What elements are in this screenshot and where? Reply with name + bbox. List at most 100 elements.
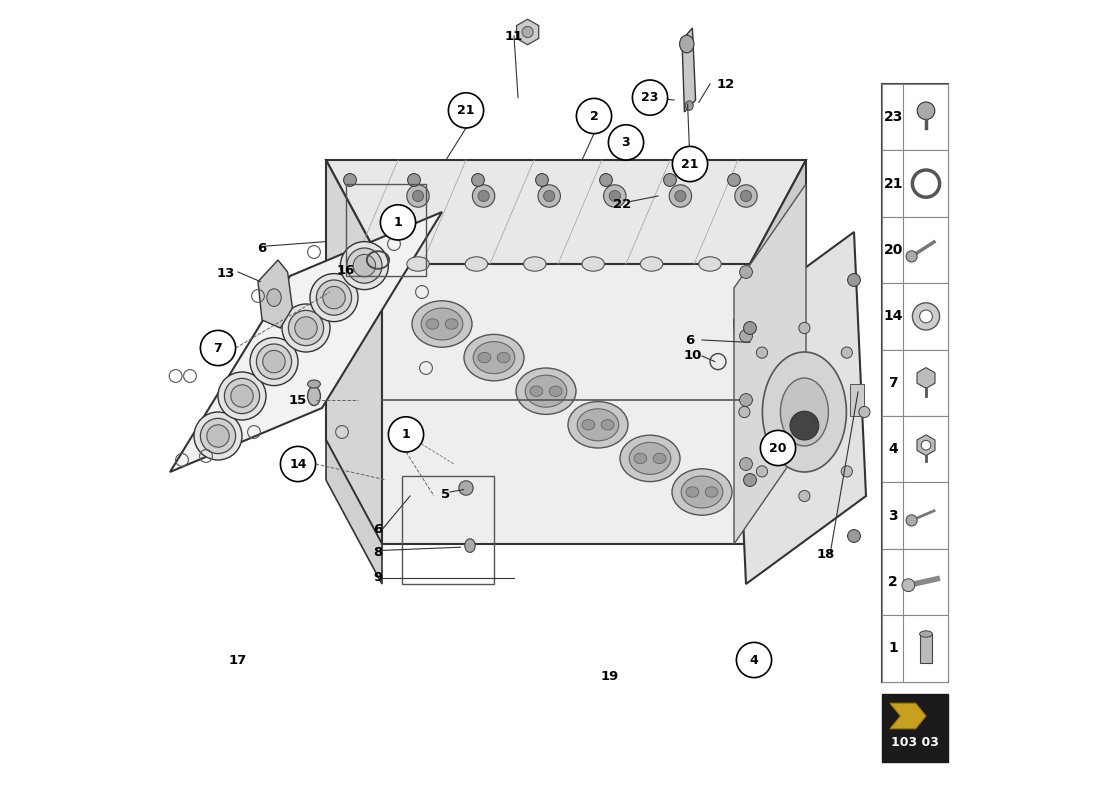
Circle shape	[757, 466, 768, 477]
Text: 22: 22	[613, 198, 631, 210]
Circle shape	[739, 458, 752, 470]
Circle shape	[790, 411, 818, 440]
Text: 17: 17	[229, 654, 248, 666]
Polygon shape	[170, 212, 442, 472]
Circle shape	[632, 80, 668, 115]
Circle shape	[609, 190, 620, 202]
Circle shape	[739, 394, 752, 406]
Circle shape	[744, 322, 757, 334]
Circle shape	[412, 190, 424, 202]
Circle shape	[906, 515, 917, 526]
Circle shape	[906, 250, 917, 262]
Bar	[882, 150, 947, 217]
Text: 1: 1	[394, 216, 403, 229]
Ellipse shape	[780, 378, 828, 446]
Ellipse shape	[530, 386, 542, 396]
Ellipse shape	[407, 257, 429, 271]
Text: 3: 3	[621, 136, 630, 149]
Circle shape	[478, 190, 490, 202]
Circle shape	[848, 274, 860, 286]
Text: 1: 1	[889, 642, 898, 655]
Circle shape	[408, 174, 420, 186]
Circle shape	[757, 347, 768, 358]
Ellipse shape	[267, 289, 282, 306]
Ellipse shape	[681, 476, 723, 508]
Circle shape	[736, 642, 771, 678]
Circle shape	[522, 26, 534, 38]
Ellipse shape	[446, 318, 458, 330]
Ellipse shape	[685, 101, 693, 110]
Text: 20: 20	[883, 243, 903, 257]
Circle shape	[282, 304, 330, 352]
Circle shape	[263, 350, 285, 373]
Circle shape	[608, 125, 644, 160]
Polygon shape	[734, 232, 866, 584]
Circle shape	[576, 98, 612, 134]
Bar	[882, 416, 947, 482]
Circle shape	[250, 338, 298, 386]
Ellipse shape	[421, 308, 463, 340]
Text: 19: 19	[601, 670, 619, 682]
Ellipse shape	[473, 342, 515, 374]
Circle shape	[295, 317, 317, 339]
Text: 23: 23	[641, 91, 659, 104]
Circle shape	[799, 490, 810, 502]
Circle shape	[842, 466, 852, 477]
Circle shape	[917, 102, 935, 119]
Text: 2: 2	[889, 575, 898, 589]
Ellipse shape	[516, 368, 576, 414]
Circle shape	[760, 430, 795, 466]
Ellipse shape	[578, 409, 619, 441]
Bar	[850, 384, 865, 416]
Circle shape	[604, 185, 626, 207]
Ellipse shape	[672, 469, 732, 515]
Circle shape	[353, 254, 375, 277]
Circle shape	[735, 185, 757, 207]
Polygon shape	[258, 260, 293, 328]
Ellipse shape	[568, 402, 628, 448]
Text: 23: 23	[883, 110, 903, 124]
Text: 7: 7	[889, 376, 898, 390]
Ellipse shape	[762, 352, 846, 472]
Ellipse shape	[620, 435, 680, 482]
Circle shape	[459, 481, 473, 495]
Text: 103 03: 103 03	[891, 736, 938, 749]
Ellipse shape	[920, 630, 933, 637]
Circle shape	[207, 425, 229, 447]
Ellipse shape	[465, 539, 475, 552]
Circle shape	[310, 274, 358, 322]
Text: 2: 2	[590, 110, 598, 122]
Bar	[882, 350, 947, 416]
Circle shape	[472, 185, 495, 207]
Ellipse shape	[680, 35, 694, 53]
Text: 9: 9	[373, 571, 383, 584]
Text: 12: 12	[717, 78, 735, 90]
Text: 15: 15	[289, 394, 307, 406]
Ellipse shape	[426, 318, 439, 330]
Circle shape	[388, 417, 424, 452]
Polygon shape	[326, 440, 382, 584]
Ellipse shape	[602, 419, 614, 430]
Text: 21: 21	[883, 177, 903, 190]
Bar	[346, 184, 426, 276]
Circle shape	[536, 174, 549, 186]
Bar	[882, 482, 947, 549]
Text: 7: 7	[213, 342, 222, 354]
Circle shape	[194, 412, 242, 460]
Text: 16: 16	[337, 264, 355, 277]
Circle shape	[288, 310, 323, 346]
Text: 6: 6	[685, 334, 694, 346]
Circle shape	[744, 474, 757, 486]
Circle shape	[859, 406, 870, 418]
Text: 4: 4	[749, 654, 758, 666]
Ellipse shape	[412, 301, 472, 347]
Bar	[882, 615, 947, 682]
Circle shape	[799, 322, 810, 334]
Circle shape	[231, 385, 253, 407]
Ellipse shape	[308, 380, 320, 388]
Polygon shape	[682, 28, 695, 112]
Circle shape	[256, 344, 292, 379]
Text: 8: 8	[373, 546, 383, 558]
Ellipse shape	[308, 386, 320, 406]
Text: 3: 3	[889, 509, 898, 522]
